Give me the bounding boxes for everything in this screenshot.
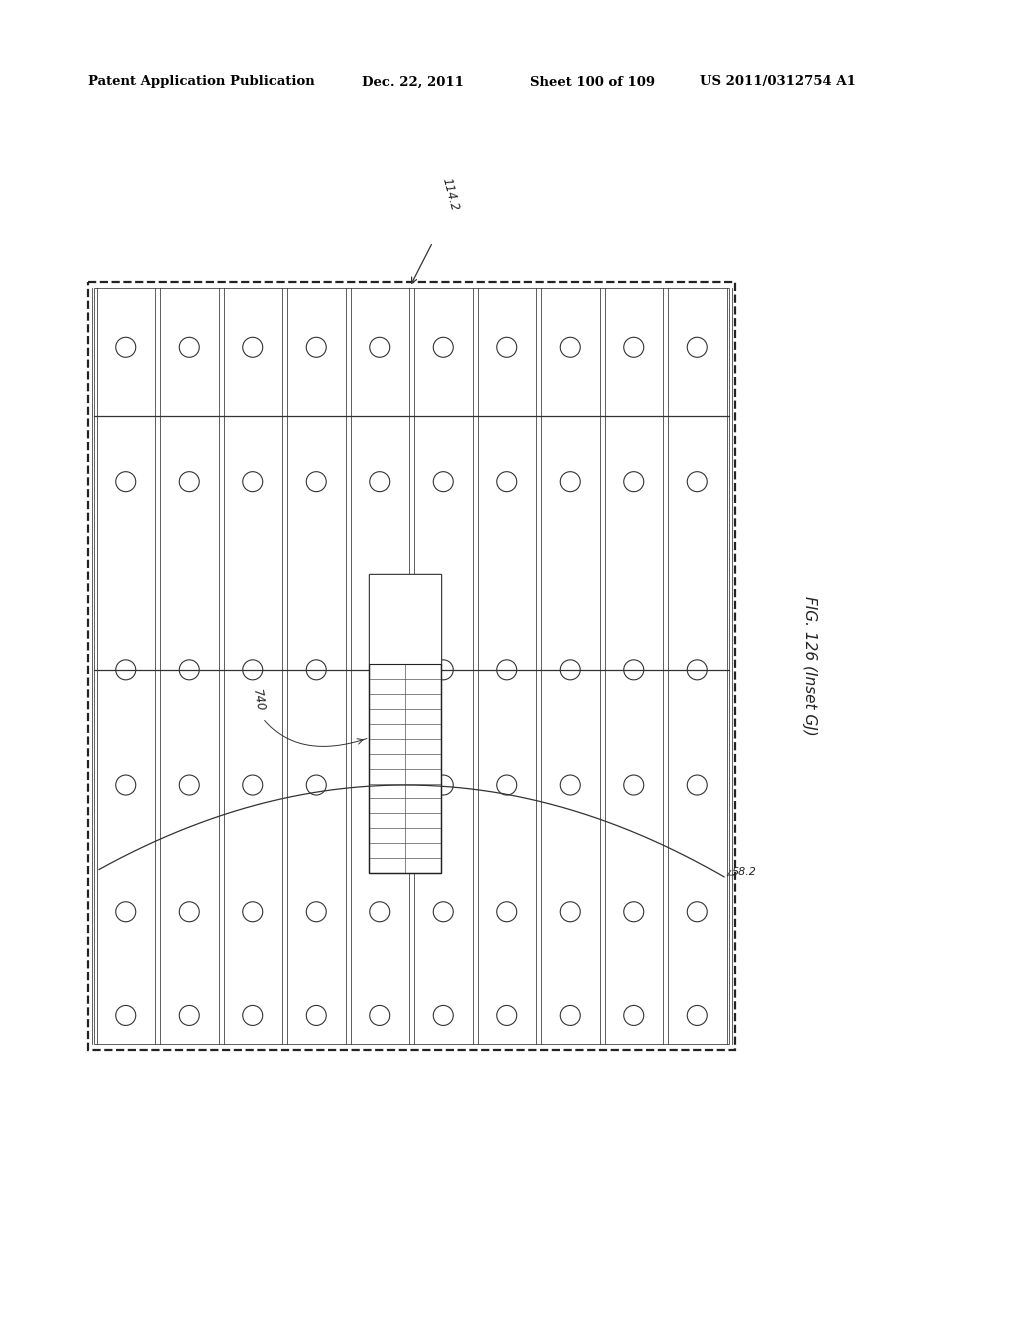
Text: 114.2: 114.2 bbox=[439, 176, 461, 213]
Bar bbox=[88, 282, 735, 1049]
Bar bbox=[369, 664, 441, 874]
Bar bbox=[369, 574, 441, 874]
Text: 740: 740 bbox=[250, 688, 266, 713]
Text: US 2011/0312754 A1: US 2011/0312754 A1 bbox=[700, 75, 856, 88]
Bar bbox=[369, 574, 441, 664]
Text: Patent Application Publication: Patent Application Publication bbox=[88, 75, 314, 88]
Bar bbox=[94, 288, 729, 1044]
Text: FIG. 126 (Inset GJ): FIG. 126 (Inset GJ) bbox=[803, 597, 817, 735]
Text: 58.2: 58.2 bbox=[732, 867, 757, 876]
Text: Dec. 22, 2011: Dec. 22, 2011 bbox=[362, 75, 464, 88]
Text: Sheet 100 of 109: Sheet 100 of 109 bbox=[530, 75, 655, 88]
